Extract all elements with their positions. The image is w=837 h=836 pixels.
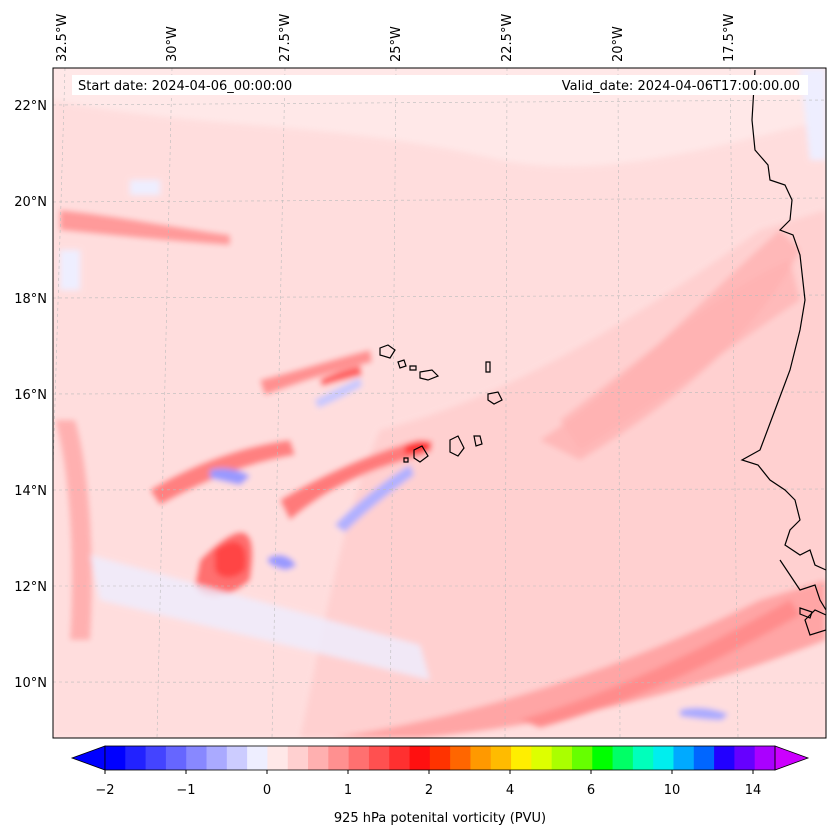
colorbar-swatch	[450, 746, 471, 770]
colorbar-swatch	[653, 746, 674, 770]
colorbar-over-arrow	[774, 745, 810, 771]
colorbar-swatch	[267, 746, 289, 770]
colorbar-swatch	[632, 746, 654, 770]
longitude-label: 32.5°W	[55, 14, 70, 62]
colorbar-swatch	[429, 746, 451, 770]
longitude-label: 22.5°W	[500, 14, 515, 62]
latitude-label: 20°N	[14, 195, 47, 210]
colorbar-swatch	[754, 746, 776, 770]
colorbar-tick-label: −2	[95, 783, 114, 798]
colorbar-swatch	[165, 746, 187, 770]
colorbar-swatch	[287, 746, 309, 770]
colorbar-ticks: −2 −1 0 1 2 4 6 10 14	[95, 770, 761, 798]
colorbar-swatch	[308, 746, 329, 770]
colorbar-swatch	[734, 746, 756, 770]
colorbar-swatch	[368, 746, 390, 770]
colorbar-frame	[104, 745, 776, 771]
longitude-label: 25°W	[389, 26, 404, 62]
colorbar-tick-label: 1	[344, 783, 352, 798]
map-panel: Start date: 2024-04-06_00:00:00 Valid_da…	[53, 68, 826, 738]
latitude-label: 14°N	[14, 484, 47, 499]
start-date-label: Start date: 2024-04-06_00:00:00	[78, 79, 292, 94]
graticule	[53, 68, 826, 738]
colorbar	[70, 745, 810, 771]
colorbar-tick-label: 2	[425, 783, 433, 798]
longitude-label: 20°W	[611, 26, 626, 62]
latitude-labels: 22°N 20°N 18°N 16°N 14°N 12°N 10°N	[14, 99, 47, 691]
colorbar-swatch	[389, 746, 411, 770]
cape-verde-islands	[379, 344, 396, 359]
colorbar-swatch	[612, 746, 634, 770]
colorbar-swatch	[531, 746, 553, 770]
colorbar-swatch	[673, 746, 695, 770]
africa-coastline	[740, 69, 826, 571]
colorbar-swatch	[125, 746, 147, 770]
colorbar-swatch	[714, 746, 735, 770]
colorbar-swatch	[592, 746, 614, 770]
colorbar-swatch	[571, 746, 593, 770]
colorbar-tick-label: 10	[664, 783, 681, 798]
latitude-label: 16°N	[14, 388, 47, 403]
longitude-label: 30°W	[165, 26, 180, 62]
latitude-label: 10°N	[14, 676, 47, 691]
colorbar-swatch	[328, 746, 350, 770]
map-border	[52, 67, 827, 739]
colorbar-swatch	[490, 746, 512, 770]
colorbar-tick-label: −1	[176, 783, 195, 798]
colorbar-swatch	[206, 746, 228, 770]
colorbar-swatch	[105, 746, 126, 770]
colorbar-tick-label: 0	[263, 783, 271, 798]
longitude-label: 17.5°W	[722, 14, 737, 62]
colorbar-label: 925 hPa potenital vorticity (PVU)	[334, 811, 546, 826]
colorbar-swatch	[226, 746, 248, 770]
colorbar-tick-label: 14	[745, 783, 762, 798]
colorbar-under-arrow	[70, 745, 106, 771]
pv-field	[53, 68, 826, 738]
latitude-label: 18°N	[14, 292, 47, 307]
colorbar-swatch	[551, 746, 573, 770]
colorbar-swatch	[186, 746, 208, 770]
colorbar-swatch	[470, 746, 492, 770]
colorbar-tick-label: 6	[587, 783, 595, 798]
date-header-box	[72, 75, 808, 95]
colorbar-swatch	[693, 746, 715, 770]
latitude-label: 12°N	[14, 580, 47, 595]
colorbar-swatch	[247, 746, 268, 770]
colorbar-swatch	[348, 746, 370, 770]
colorbar-swatch	[145, 746, 167, 770]
longitude-label: 27.5°W	[278, 14, 293, 62]
colorbar-tick-label: 4	[506, 783, 514, 798]
longitude-labels: 32.5°W 30°W 27.5°W 25°W 22.5°W 20°W 17.5°W	[55, 14, 737, 62]
coastlines	[379, 69, 826, 636]
latitude-label: 22°N	[14, 99, 47, 114]
valid-date-label: Valid_date: 2024-04-06T17:00:00.00	[562, 79, 800, 94]
colorbar-swatch	[511, 746, 532, 770]
colorbar-swatch	[409, 746, 431, 770]
